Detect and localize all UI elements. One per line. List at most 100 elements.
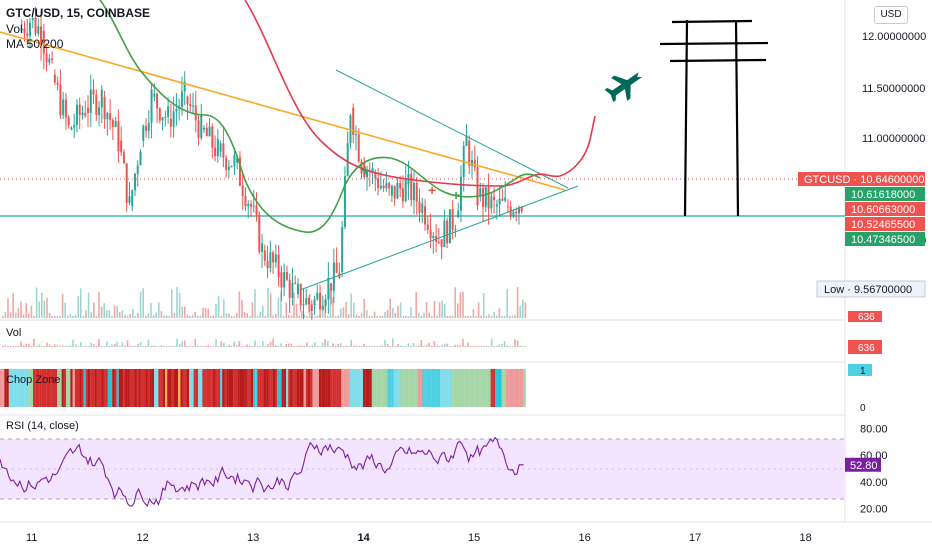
chop-zone-bar — [8, 369, 12, 407]
volume-bar — [168, 315, 170, 318]
chop-pane-label[interactable]: Chop Zone — [6, 374, 61, 386]
chop-zone-bar — [92, 369, 95, 407]
chop-zone-bar — [187, 369, 190, 407]
volume-bar — [43, 345, 46, 347]
volume-bar — [288, 314, 290, 318]
candle-body — [468, 140, 471, 166]
volume-bar — [298, 315, 300, 318]
price-badge-text: 10.52465500 — [851, 219, 915, 231]
candle-body — [136, 165, 139, 174]
candle-body — [230, 165, 233, 167]
volume-bar — [251, 302, 254, 318]
volume-bar — [282, 345, 285, 347]
volume-bar — [178, 343, 181, 347]
volume-bar — [363, 298, 365, 318]
volume-bar — [87, 345, 90, 347]
candle-body — [426, 224, 429, 230]
candle-body — [255, 205, 258, 215]
volume-bar — [405, 345, 407, 347]
candle-body — [59, 84, 62, 116]
volume-bar — [202, 307, 204, 318]
chop-badge-text: 1 — [860, 366, 866, 377]
volume-bar — [366, 345, 368, 347]
chop-zone-bar — [83, 369, 86, 407]
candle-body — [95, 94, 98, 116]
chop-zone-bar — [506, 369, 509, 407]
triangle-upper-line[interactable] — [335, 69, 569, 189]
chop-zone-bar — [28, 369, 31, 407]
volume-bar — [46, 342, 48, 347]
volume-bar — [379, 345, 381, 347]
vol-legend[interactable]: Vol — [6, 22, 23, 36]
price-axis[interactable]: 12.0000000011.5000000011.0000000010.0000… — [862, 31, 926, 299]
volume-bar — [199, 315, 202, 318]
candle-body — [357, 134, 360, 162]
chop-zone-bar — [147, 369, 150, 407]
candle-body — [250, 203, 252, 207]
candle-body — [200, 114, 203, 138]
candle-body — [111, 120, 114, 127]
chop-zone-bar — [261, 369, 265, 407]
volume-bar — [69, 314, 72, 318]
volume-bar — [511, 315, 514, 318]
chop-zone-bar — [107, 369, 111, 407]
candle-body — [37, 26, 40, 34]
rsi-pane-label[interactable]: RSI (14, close) — [6, 420, 79, 432]
volume-bar — [186, 314, 189, 318]
volume-bar — [488, 314, 490, 318]
volume-bar — [368, 315, 371, 318]
chop-zone-bar — [224, 369, 227, 407]
chop-zone-bar — [387, 369, 390, 407]
volume-bar — [147, 339, 150, 347]
candle-body — [133, 173, 136, 191]
volume-bar — [402, 345, 404, 347]
volume-bar — [386, 344, 389, 347]
volume-bar — [329, 287, 332, 318]
volume-bar — [64, 345, 66, 347]
volume-bar — [4, 312, 7, 318]
candle-body — [283, 272, 286, 288]
candle-body — [189, 104, 192, 107]
chop-zone-bar — [391, 369, 394, 407]
symbol-title[interactable]: GTC/USD, 15, COINBASE — [6, 6, 150, 20]
chop-zone-bar — [15, 369, 18, 407]
volume-bar — [150, 345, 152, 347]
chop-zone-bar — [39, 369, 42, 407]
chop-zone-bar — [426, 369, 430, 407]
volume-bar — [100, 306, 103, 318]
volume-bar — [33, 315, 35, 318]
volume-bar — [28, 343, 30, 347]
chop-zone-bar — [17, 369, 20, 407]
volume-bar — [295, 303, 298, 318]
time-axis[interactable]: 11 12 13 14 15 16 17 18 — [26, 532, 812, 544]
volume-bar — [472, 345, 475, 347]
vol-pane-label[interactable]: Vol — [6, 327, 22, 339]
candle-body — [501, 198, 504, 201]
ma-legend[interactable]: MA 50/200 — [6, 37, 64, 51]
currency-button[interactable]: USD — [874, 6, 908, 24]
volume-bar — [191, 314, 194, 318]
candle-body — [490, 196, 493, 209]
descending-trendline[interactable] — [0, 31, 566, 191]
candle-body — [100, 89, 103, 108]
volume-bar — [113, 305, 116, 318]
chop-zone-bar — [52, 369, 56, 407]
volume-bar — [69, 345, 72, 347]
volume-bar — [420, 340, 423, 347]
chop-zone-bar — [222, 369, 225, 407]
volume-bar — [243, 346, 246, 347]
chop-zone-bar — [312, 369, 315, 407]
triangle-lower-line[interactable] — [299, 185, 579, 291]
volume-bar — [384, 339, 386, 347]
chop-zone-bar — [180, 369, 183, 407]
chop-zone-bar — [459, 369, 463, 407]
volume-bar — [303, 345, 306, 347]
candle-body — [294, 282, 297, 284]
candle-body — [75, 104, 78, 126]
volume-bar — [485, 345, 488, 347]
volume-bar — [163, 345, 165, 347]
chop-zone-bar — [184, 369, 188, 407]
candle-body — [266, 260, 269, 269]
